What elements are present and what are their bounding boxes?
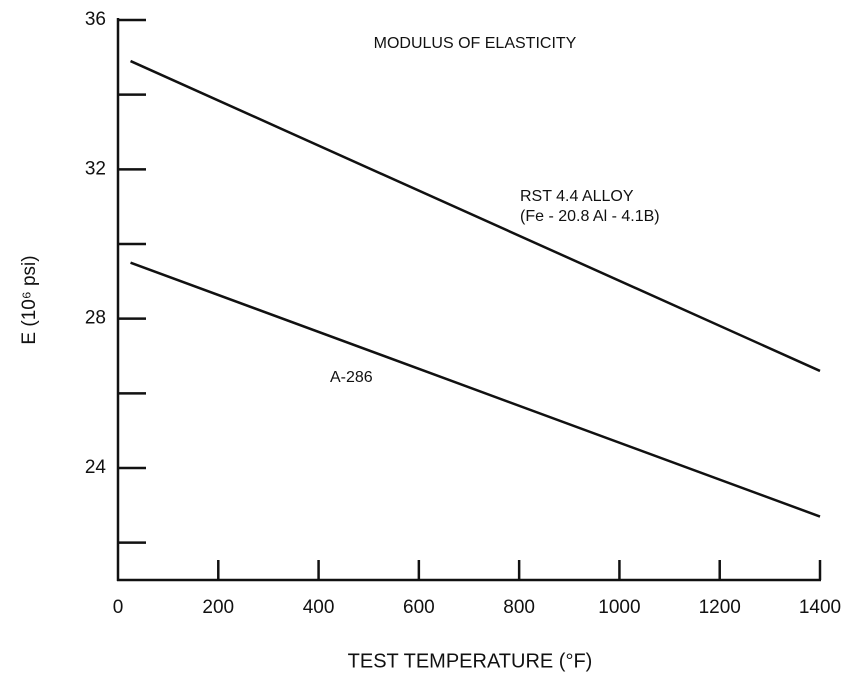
y-tick-label: 24 bbox=[85, 457, 107, 478]
series-label: RST 4.4 ALLOY bbox=[520, 188, 634, 205]
x-tick-label: 1400 bbox=[799, 597, 841, 618]
y-tick-label: 32 bbox=[85, 158, 106, 179]
x-axis-label: TEST TEMPERATURE (°F) bbox=[348, 650, 593, 672]
x-tick-label: 1200 bbox=[699, 597, 741, 618]
x-tick-label: 800 bbox=[503, 597, 535, 618]
x-tick-label: 400 bbox=[303, 597, 335, 618]
x-tick-label: 0 bbox=[113, 597, 124, 618]
annotation: (Fe - 20.8 Al - 4.1B) bbox=[520, 208, 660, 225]
series-line bbox=[130, 59, 821, 373]
x-tick-label: 600 bbox=[403, 597, 435, 618]
x-tick-label: 1000 bbox=[598, 597, 640, 618]
series-line bbox=[130, 261, 821, 518]
x-tick-label: 200 bbox=[202, 597, 234, 618]
y-tick-label: 28 bbox=[85, 308, 106, 329]
y-axis-label: E (10⁶ psi) bbox=[19, 255, 40, 344]
chart-title: MODULUS OF ELASTICITY bbox=[374, 35, 577, 52]
series-label: A-286 bbox=[330, 369, 373, 386]
y-tick-label: 36 bbox=[85, 9, 106, 30]
